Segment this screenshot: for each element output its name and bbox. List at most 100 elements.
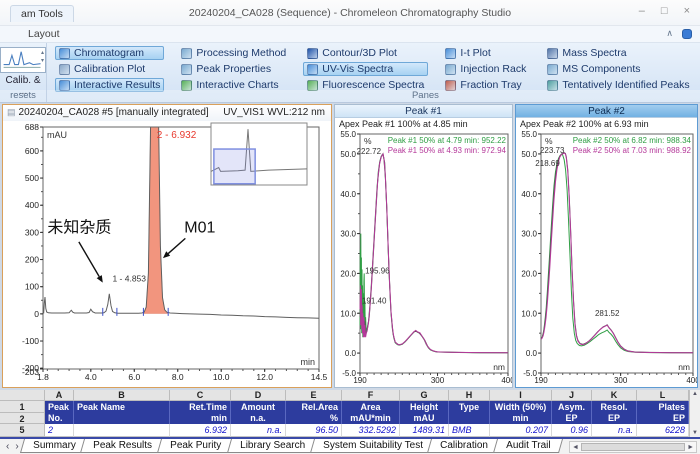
i-t-plot-button[interactable]: I-t Plot: [441, 46, 530, 60]
table-cell[interactable]: Peak Name: [74, 401, 170, 413]
table-cell[interactable]: Area: [342, 401, 400, 413]
peak2-pane-header[interactable]: Peak #2: [516, 105, 697, 118]
table-cell[interactable]: Width (50%): [490, 401, 552, 413]
horizontal-scrollbar[interactable]: ◄►: [569, 441, 697, 453]
table-cell[interactable]: 0.207: [490, 424, 552, 437]
sheet-tab-summary[interactable]: Summary: [20, 439, 89, 453]
table-cell[interactable]: 332.5292: [342, 424, 400, 437]
scroll-left-icon[interactable]: ◄: [572, 444, 579, 451]
inset-zoom-window[interactable]: [214, 149, 255, 184]
row-number[interactable]: 2: [0, 413, 45, 424]
scrollbar-thumb[interactable]: [581, 443, 685, 451]
mass-spectra-button[interactable]: Mass Spectra: [543, 46, 693, 60]
ms-components-button[interactable]: MS Components: [543, 62, 693, 76]
table-cell[interactable]: Rel.Area: [286, 401, 342, 413]
row-number[interactable]: 1: [0, 401, 45, 413]
injection-rack-button[interactable]: Injection Rack: [441, 62, 530, 76]
svg-text:30.0: 30.0: [521, 230, 537, 239]
column-letter[interactable]: E: [286, 390, 342, 401]
column-letter[interactable]: G: [400, 390, 449, 401]
table-cell[interactable]: Height: [400, 401, 449, 413]
processing-method-button[interactable]: Processing Method: [177, 46, 290, 60]
table-cell[interactable]: [74, 413, 170, 424]
overview-inset[interactable]: [211, 123, 307, 185]
table-vertical-scrollbar[interactable]: ▲▼: [689, 390, 700, 437]
table-cell[interactable]: Resol.: [592, 401, 637, 413]
column-letter[interactable]: I: [490, 390, 552, 401]
sheet-tab-peak-results[interactable]: Peak Results: [80, 439, 165, 453]
uv-vis-spectra-button[interactable]: UV-Vis Spectra: [303, 62, 428, 76]
table-cell[interactable]: Ret.Time: [170, 401, 231, 413]
preset-spin-up-icon[interactable]: ▴: [41, 51, 44, 56]
table-cell[interactable]: 6228: [637, 424, 689, 437]
table-cell[interactable]: mAU: [400, 413, 449, 424]
scroll-right-icon[interactable]: ►: [687, 444, 694, 451]
sheet-tab-system-suitability-test[interactable]: System Suitability Test: [310, 439, 436, 453]
sheet-tab-peak-purity[interactable]: Peak Purity: [157, 439, 234, 453]
table-corner[interactable]: [0, 390, 45, 401]
preset-thumbnail-icon[interactable]: [0, 47, 46, 73]
column-letter[interactable]: K: [592, 390, 637, 401]
table-cell[interactable]: BMB: [449, 424, 490, 437]
scroll-down-icon[interactable]: ▼: [692, 430, 698, 436]
column-letter[interactable]: F: [342, 390, 400, 401]
column-letter[interactable]: B: [74, 390, 170, 401]
help-icon[interactable]: [682, 29, 692, 39]
svg-text:218.69: 218.69: [535, 159, 560, 168]
preset-spin-down-icon[interactable]: ▾: [41, 59, 44, 64]
column-letter[interactable]: A: [45, 390, 74, 401]
sheet-tab-library-search[interactable]: Library Search: [227, 439, 318, 453]
calibration-plot-button[interactable]: Calibration Plot: [55, 62, 164, 76]
table-cell[interactable]: EP: [552, 413, 592, 424]
presets-group-label: resets: [0, 90, 46, 102]
table-cell[interactable]: 0.96: [552, 424, 592, 437]
chromatogram-button[interactable]: Chromatogram: [55, 46, 164, 60]
sheet-tab-calibration[interactable]: Calibration: [427, 439, 501, 453]
table-cell[interactable]: min: [490, 413, 552, 424]
table-cell[interactable]: mAU*min: [342, 413, 400, 424]
collapse-ribbon-icon[interactable]: ∧: [666, 28, 673, 39]
table-cell[interactable]: EP: [592, 413, 637, 424]
table-cell[interactable]: EP: [637, 413, 689, 424]
peak1-spectrum-plot[interactable]: 55.050.040.030.020.010.00.0-5.0190300400…: [335, 130, 512, 386]
column-letter[interactable]: J: [552, 390, 592, 401]
close-button[interactable]: ×: [684, 5, 690, 17]
column-letter[interactable]: L: [637, 390, 689, 401]
column-letter[interactable]: H: [449, 390, 490, 401]
menu-layout[interactable]: Layout: [28, 28, 60, 40]
row-number[interactable]: 5: [0, 424, 45, 437]
svg-text:190: 190: [534, 376, 548, 385]
table-cell[interactable]: n.a.: [231, 413, 286, 424]
tab-scroll-prev-icon[interactable]: ‹: [3, 439, 12, 454]
column-letter[interactable]: C: [170, 390, 231, 401]
table-cell[interactable]: %: [286, 413, 342, 424]
minimize-button[interactable]: –: [639, 5, 645, 17]
table-cell[interactable]: min: [170, 413, 231, 424]
contour-3d-plot-button[interactable]: Contour/3D Plot: [303, 46, 428, 60]
restore-button[interactable]: □: [661, 5, 668, 17]
peak1-pane-header[interactable]: Peak #1: [335, 105, 512, 118]
column-letter[interactable]: D: [231, 390, 286, 401]
table-cell[interactable]: 2: [45, 424, 74, 437]
table-cell[interactable]: 96.50: [286, 424, 342, 437]
svg-text:400: 400: [25, 200, 39, 210]
peak2-spectrum-plot[interactable]: 55.050.040.030.020.010.00.0-5.0190300400…: [516, 130, 697, 386]
peak-properties-button[interactable]: Peak Properties: [177, 62, 290, 76]
sheet-tab-audit-trail[interactable]: Audit Trail: [493, 439, 563, 453]
table-cell[interactable]: Asym.: [552, 401, 592, 413]
table-cell[interactable]: Plates: [637, 401, 689, 413]
chromatogram-pane-header[interactable]: ▤20240204_CA028 #5 [manually integrated]…: [3, 105, 331, 121]
table-cell[interactable]: [449, 413, 490, 424]
table-cell[interactable]: Type: [449, 401, 490, 413]
table-cell[interactable]: [74, 424, 170, 437]
table-cell[interactable]: n.a.: [231, 424, 286, 437]
scroll-up-icon[interactable]: ▲: [692, 391, 698, 397]
injection-rack-label: Injection Rack: [460, 63, 526, 75]
table-cell[interactable]: n.a.: [592, 424, 637, 437]
table-cell[interactable]: Amount: [231, 401, 286, 413]
chromatogram-plot[interactable]: 6886005004003002001000-100-200-2031.84.0…: [3, 121, 331, 386]
table-cell[interactable]: 6.932: [170, 424, 231, 437]
table-cell[interactable]: No.: [45, 413, 74, 424]
table-cell[interactable]: 1489.31: [400, 424, 449, 437]
table-cell[interactable]: Peak: [45, 401, 74, 413]
